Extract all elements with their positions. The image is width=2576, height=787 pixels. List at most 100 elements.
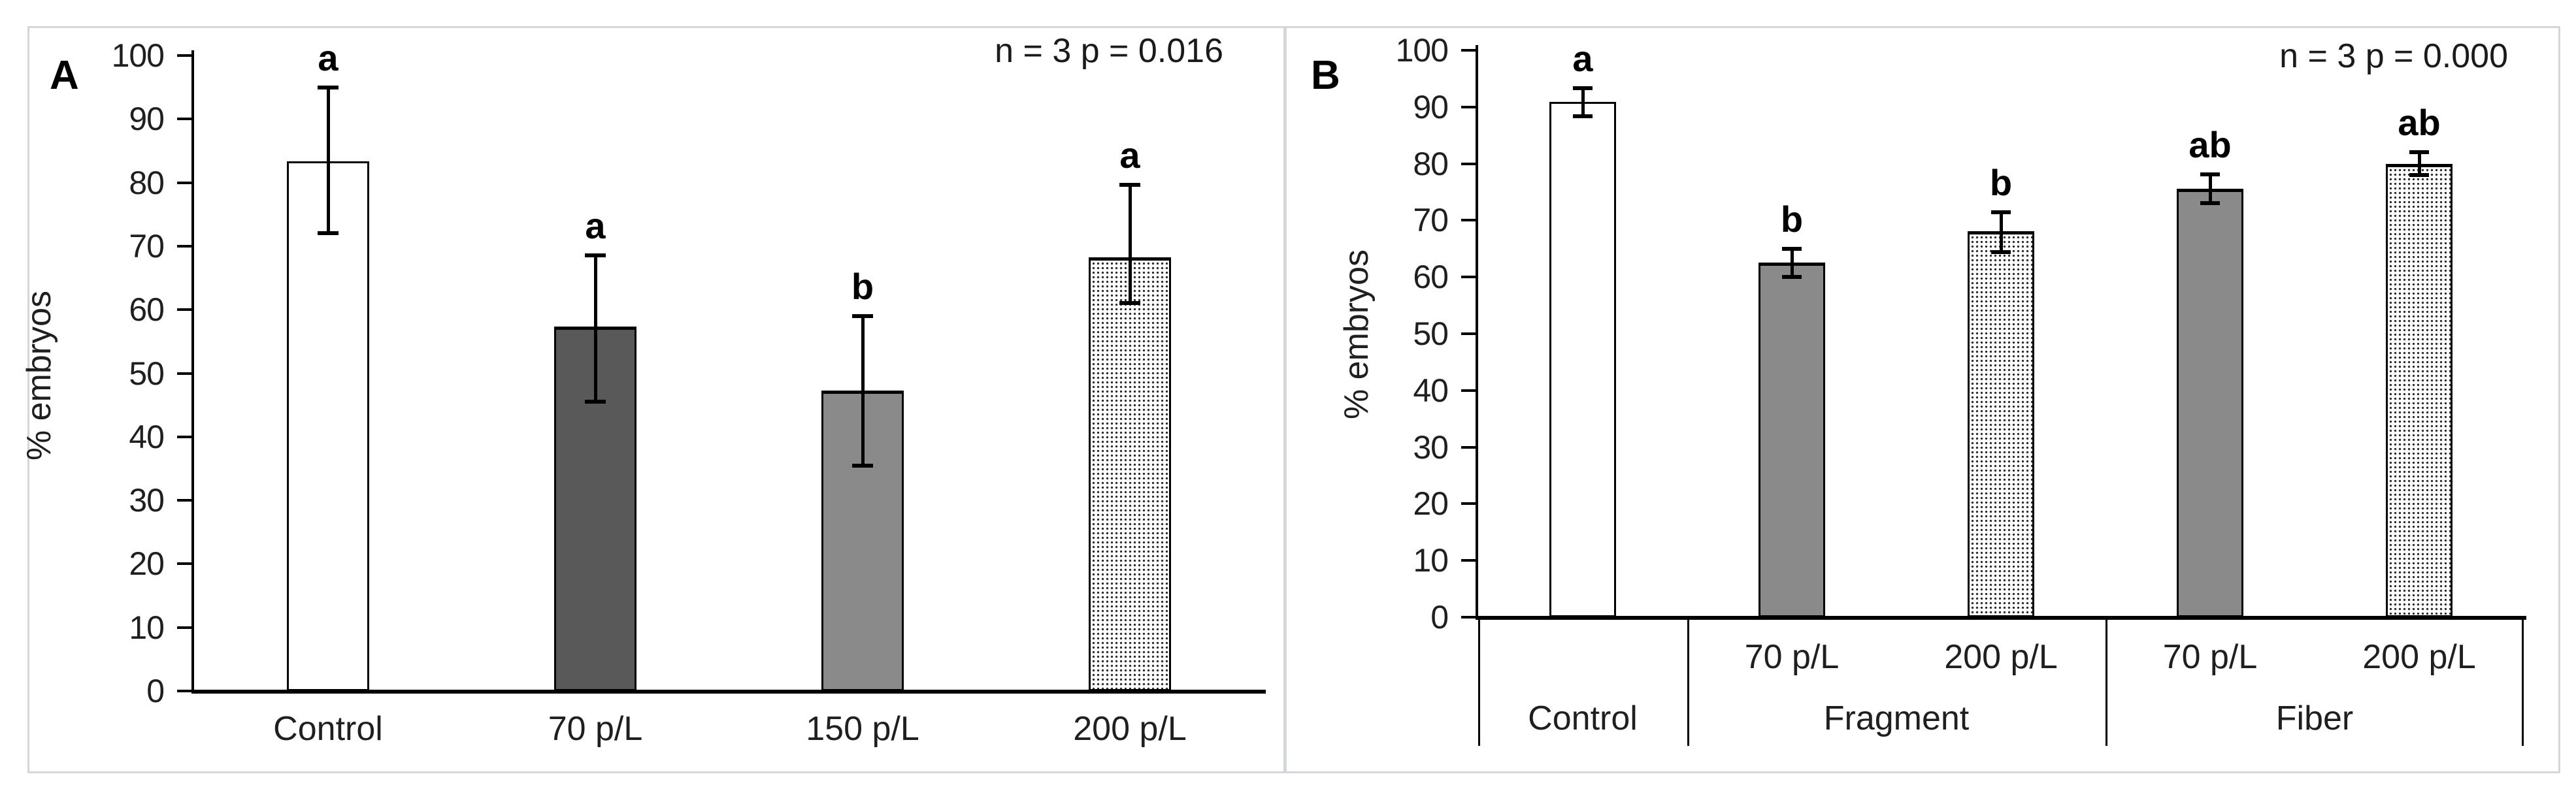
error-bar-cap-bottom (852, 464, 873, 468)
x-category-label: 200 p/L (1073, 710, 1187, 748)
x-group-label: Control (1528, 699, 1638, 737)
y-tick-label: 80 (1413, 146, 1449, 182)
bar-200-p-l (1089, 257, 1171, 691)
y-tick-label: 30 (129, 482, 165, 519)
y-tick-label: 0 (1430, 599, 1449, 635)
significance-letter: b (851, 266, 874, 307)
error-bar-cap-top (1782, 247, 1802, 251)
figure-frame (27, 26, 2560, 773)
y-tick-label: 70 (129, 228, 165, 265)
error-bar-cap-bottom (1782, 275, 1802, 279)
significance-letter: b (1989, 162, 2013, 203)
error-bar-cap-top (1573, 86, 1593, 90)
x-axis-line (191, 690, 1266, 694)
significance-letter: ab (2188, 124, 2232, 165)
error-bar-cap-bottom (585, 400, 606, 404)
y-axis-line (191, 50, 194, 693)
error-bar-cap-bottom (318, 231, 339, 235)
error-bar-cap-top (2409, 150, 2429, 154)
bar-fragment-70-p-l (1759, 263, 1825, 617)
y-axis-tick (1461, 276, 1476, 278)
y-axis-tick (177, 182, 191, 184)
bar-fiber-70-p-l (2177, 189, 2243, 617)
error-bar-cap-top (852, 314, 873, 318)
y-tick-label: 20 (129, 545, 165, 582)
x-sublabel: 70 p/L (1744, 638, 1840, 676)
y-axis-tick (177, 499, 191, 502)
x-sublabel: 70 p/L (2162, 638, 2258, 676)
y-tick-label: 90 (1413, 89, 1449, 125)
y-axis-tick (1461, 106, 1476, 108)
error-bar-line (2209, 174, 2212, 203)
error-bar-line (2418, 152, 2421, 175)
bar-fragment-200-p-l (1968, 231, 2034, 617)
panel-label: A (50, 53, 79, 98)
y-axis-tick (177, 626, 191, 629)
y-tick-label: 30 (1413, 429, 1449, 466)
y-tick-label: 50 (1413, 315, 1449, 352)
y-tick-label: 10 (129, 609, 165, 646)
y-axis-tick (1461, 502, 1476, 505)
y-axis-tick (177, 54, 191, 57)
stats-annotation: n = 3 p = 0.016 (995, 32, 1223, 70)
significance-letter: a (1119, 135, 1140, 176)
significance-letter: a (318, 37, 339, 78)
y-tick-label: 40 (129, 419, 165, 455)
y-tick-label: 60 (1413, 259, 1449, 295)
y-axis-tick (1461, 219, 1476, 221)
panel-label: B (1311, 53, 1340, 98)
error-bar-line (861, 316, 865, 466)
bar-control (1549, 102, 1616, 617)
y-axis-tick (1461, 332, 1476, 335)
category-table-divider (1478, 617, 1480, 746)
significance-letter: a (1572, 38, 1593, 79)
x-category-label: 150 p/L (806, 710, 919, 748)
y-axis-tick (1461, 49, 1476, 52)
error-bar-cap-top (318, 86, 339, 89)
x-group-label: Fragment (1823, 699, 1970, 737)
y-tick-label: 50 (129, 355, 165, 392)
y-tick-label: 80 (129, 165, 165, 201)
y-axis-tick (1461, 616, 1476, 618)
y-tick-label: 10 (1413, 542, 1449, 579)
error-bar-line (1129, 185, 1132, 303)
error-bar-cap-bottom (1991, 250, 2011, 254)
category-table-divider (1687, 617, 1689, 746)
category-table-divider (2522, 617, 2524, 746)
panel-divider (1283, 26, 1287, 773)
x-axis-line (1476, 616, 2526, 620)
significance-letter: ab (2398, 102, 2441, 143)
error-bar-cap-bottom (2200, 201, 2220, 205)
y-tick-label: 20 (1413, 485, 1449, 522)
y-tick-label: 90 (129, 101, 165, 137)
y-axis-tick (1461, 163, 1476, 165)
x-category-label: 70 p/L (548, 710, 643, 748)
error-bar-cap-top (585, 253, 606, 257)
y-axis-tick (177, 436, 191, 438)
y-axis-tick (177, 690, 191, 692)
y-tick-label: 60 (129, 291, 165, 328)
x-sublabel: 200 p/L (2362, 638, 2476, 676)
stats-annotation: n = 3 p = 0.000 (2279, 37, 2508, 75)
y-tick-label: 100 (1395, 32, 1449, 69)
y-tick-label: 40 (1413, 372, 1449, 409)
category-table-divider (2105, 617, 2107, 746)
bar-150-p-l (821, 391, 904, 691)
error-bar-cap-top (1991, 210, 2011, 214)
x-category-label: Control (273, 710, 383, 748)
significance-letter: b (1780, 199, 1804, 240)
error-bar-cap-bottom (1573, 114, 1593, 118)
error-bar-cap-top (1119, 183, 1140, 187)
y-axis-tick (1461, 446, 1476, 449)
bar-control (287, 161, 369, 691)
y-axis-tick (177, 372, 191, 375)
error-bar-line (1581, 88, 1585, 116)
y-axis-tick (1461, 559, 1476, 562)
error-bar-cap-bottom (2409, 173, 2429, 177)
y-axis-tick (177, 562, 191, 565)
y-axis-tick (177, 245, 191, 248)
error-bar-cap-top (2200, 172, 2220, 176)
y-axis-tick (1461, 389, 1476, 392)
error-bar-line (594, 255, 597, 402)
